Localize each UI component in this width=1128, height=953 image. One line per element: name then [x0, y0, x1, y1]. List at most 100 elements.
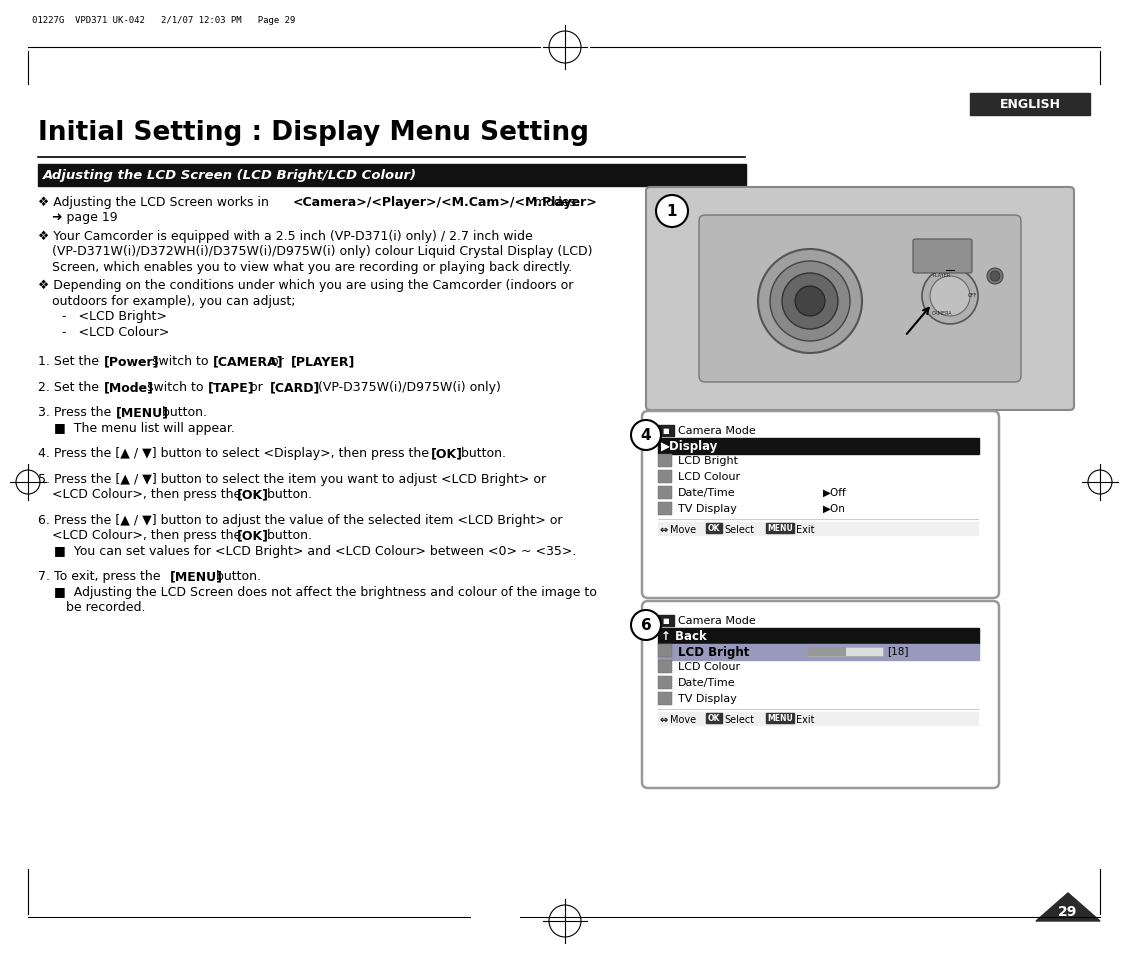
Text: Move: Move — [670, 714, 696, 724]
FancyBboxPatch shape — [658, 628, 979, 644]
Text: ❖ Depending on the conditions under which you are using the Camcorder (indoors o: ❖ Depending on the conditions under whic… — [38, 279, 573, 293]
FancyBboxPatch shape — [658, 471, 672, 483]
Text: ⇔: ⇔ — [659, 714, 667, 724]
Text: 7. To exit, press the: 7. To exit, press the — [38, 570, 165, 583]
Text: [TAPE]: [TAPE] — [208, 380, 255, 394]
Text: Camera Mode: Camera Mode — [678, 616, 756, 625]
Text: ❖ Your Camcorder is equipped with a 2.5 inch (VP-D371(i) only) / 2.7 inch wide: ❖ Your Camcorder is equipped with a 2.5 … — [38, 230, 532, 243]
Text: switch to: switch to — [148, 355, 212, 368]
Circle shape — [795, 287, 825, 316]
Text: PLAYER: PLAYER — [933, 273, 951, 277]
Text: 3. Press the: 3. Press the — [38, 406, 115, 419]
Text: ➜ page 19: ➜ page 19 — [52, 212, 117, 224]
Text: TV Display: TV Display — [678, 693, 737, 703]
Text: OK: OK — [707, 524, 720, 533]
FancyBboxPatch shape — [913, 240, 972, 274]
Text: . (VP-D375W(i)/D975W(i) only): . (VP-D375W(i)/D975W(i) only) — [310, 380, 501, 394]
Text: switch to: switch to — [143, 380, 208, 394]
FancyBboxPatch shape — [658, 616, 675, 626]
Text: ■  The menu list will appear.: ■ The menu list will appear. — [54, 421, 235, 435]
Text: [OK]: [OK] — [237, 529, 268, 542]
Text: ❖ Adjusting the LCD Screen works in: ❖ Adjusting the LCD Screen works in — [38, 195, 273, 209]
Text: OK: OK — [707, 714, 720, 722]
FancyBboxPatch shape — [658, 660, 672, 673]
Text: button.: button. — [212, 570, 261, 583]
Text: or: or — [246, 380, 266, 394]
FancyBboxPatch shape — [658, 502, 672, 516]
Text: ↑ Back: ↑ Back — [661, 630, 707, 643]
Text: [Power]: [Power] — [104, 355, 159, 368]
Text: ENGLISH: ENGLISH — [999, 98, 1060, 112]
Text: [OK]: [OK] — [431, 447, 462, 460]
FancyBboxPatch shape — [658, 522, 978, 536]
FancyBboxPatch shape — [658, 644, 979, 660]
Text: MENU: MENU — [767, 714, 793, 722]
Text: modes.: modes. — [530, 195, 580, 209]
Circle shape — [656, 195, 688, 228]
Circle shape — [922, 269, 978, 325]
FancyBboxPatch shape — [766, 523, 794, 534]
Text: 1. Set the: 1. Set the — [38, 355, 103, 368]
Text: 01227G  VPD371 UK-042   2/1/07 12:03 PM   Page 29: 01227G VPD371 UK-042 2/1/07 12:03 PM Pag… — [32, 16, 296, 25]
Text: LCD Colour: LCD Colour — [678, 661, 740, 671]
Text: button.: button. — [263, 488, 312, 501]
Text: ■  Adjusting the LCD Screen does not affect the brightness and colour of the ima: ■ Adjusting the LCD Screen does not affe… — [54, 585, 597, 598]
Text: 6. Press the [▲ / ▼] button to adjust the value of the selected item <LCD Bright: 6. Press the [▲ / ▼] button to adjust th… — [38, 514, 563, 526]
Text: LCD Bright: LCD Bright — [678, 456, 738, 465]
Text: Camera Mode: Camera Mode — [678, 426, 756, 436]
Text: button.: button. — [263, 529, 312, 542]
FancyBboxPatch shape — [642, 412, 999, 598]
Text: <Camera>/<Player>/<M.Cam>/<M.Player>: <Camera>/<Player>/<M.Cam>/<M.Player> — [293, 195, 598, 209]
Circle shape — [929, 276, 970, 316]
FancyBboxPatch shape — [706, 523, 722, 534]
FancyBboxPatch shape — [658, 486, 672, 499]
Text: 5. Press the [▲ / ▼] button to select the item you want to adjust <LCD Bright> o: 5. Press the [▲ / ▼] button to select th… — [38, 473, 546, 485]
FancyBboxPatch shape — [658, 426, 675, 436]
Text: ■: ■ — [662, 618, 669, 624]
Text: LCD Colour: LCD Colour — [678, 472, 740, 481]
Text: Move: Move — [670, 524, 696, 535]
Text: Adjusting the LCD Screen (LCD Bright/LCD Colour): Adjusting the LCD Screen (LCD Bright/LCD… — [43, 170, 417, 182]
FancyBboxPatch shape — [646, 188, 1074, 411]
Text: Date/Time: Date/Time — [678, 488, 735, 497]
Text: 4. Press the [▲ / ▼] button to select <Display>, then press the: 4. Press the [▲ / ▼] button to select <D… — [38, 447, 433, 460]
Text: 1: 1 — [667, 204, 677, 219]
FancyBboxPatch shape — [699, 215, 1021, 382]
Text: Select: Select — [724, 714, 755, 724]
Text: button.: button. — [457, 447, 506, 460]
Text: [MENU]: [MENU] — [170, 570, 223, 583]
Text: or: or — [267, 355, 288, 368]
Circle shape — [987, 269, 1003, 285]
FancyBboxPatch shape — [808, 647, 883, 657]
FancyBboxPatch shape — [766, 713, 794, 723]
Text: Exit: Exit — [796, 714, 814, 724]
Text: [MENU]: [MENU] — [116, 406, 169, 419]
Text: outdoors for example), you can adjust;: outdoors for example), you can adjust; — [52, 294, 296, 308]
FancyBboxPatch shape — [970, 94, 1090, 116]
Text: ■: ■ — [662, 428, 669, 434]
FancyBboxPatch shape — [658, 692, 672, 705]
Text: <LCD Colour>, then press the: <LCD Colour>, then press the — [52, 488, 245, 501]
FancyBboxPatch shape — [38, 165, 746, 187]
Text: ▶Display: ▶Display — [661, 440, 719, 453]
Text: Select: Select — [724, 524, 755, 535]
Text: <LCD Colour>, then press the: <LCD Colour>, then press the — [52, 529, 245, 542]
Text: OFF: OFF — [968, 293, 977, 297]
Text: -   <LCD Colour>: - <LCD Colour> — [62, 326, 169, 338]
FancyBboxPatch shape — [808, 647, 846, 657]
Text: (VP-D371W(i)/D372WH(i)/D375W(i)/D975W(i) only) colour Liquid Crystal Display (LC: (VP-D371W(i)/D372WH(i)/D375W(i)/D975W(i)… — [52, 245, 592, 258]
Text: button.: button. — [158, 406, 208, 419]
FancyBboxPatch shape — [658, 455, 672, 468]
Text: 6: 6 — [641, 618, 651, 633]
Text: Screen, which enables you to view what you are recording or playing back directl: Screen, which enables you to view what y… — [52, 261, 572, 274]
Text: [18]: [18] — [887, 645, 908, 656]
Text: [PLAYER]: [PLAYER] — [291, 355, 355, 368]
Text: Date/Time: Date/Time — [678, 678, 735, 687]
Text: TV Display: TV Display — [678, 503, 737, 514]
Text: [Mode]: [Mode] — [104, 380, 155, 394]
Circle shape — [990, 272, 1001, 282]
Text: ▶Off: ▶Off — [823, 488, 847, 497]
FancyBboxPatch shape — [658, 712, 978, 725]
FancyBboxPatch shape — [658, 438, 979, 455]
Text: ▶On: ▶On — [823, 503, 846, 514]
